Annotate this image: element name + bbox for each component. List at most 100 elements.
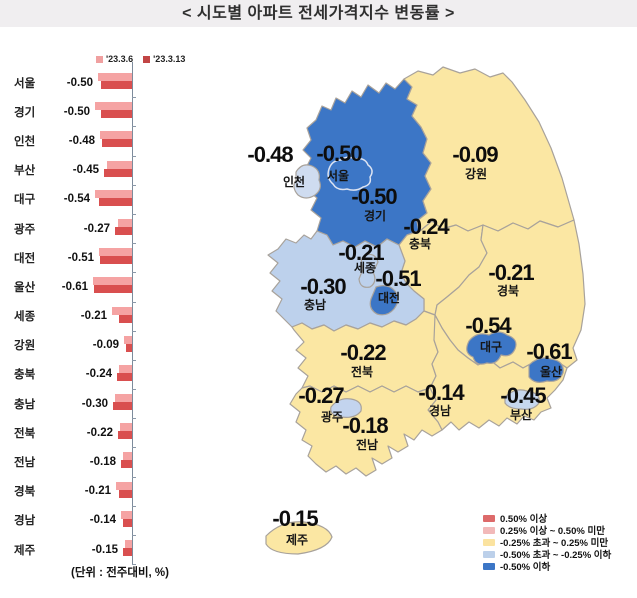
map-value-gangwon: -0.09 — [452, 142, 498, 167]
region-label: 서울 — [14, 77, 36, 90]
bar-value-label: -0.30 — [81, 397, 108, 410]
bar-23-3-6 — [124, 335, 132, 344]
chart-row-제주: 제주 -0.15 — [8, 535, 180, 566]
bar-23-3-6 — [125, 540, 132, 548]
legend-label: '23.3.13 — [153, 54, 186, 64]
region-label: 세종 — [14, 311, 36, 324]
chart-row-대구: 대구 -0.54 — [8, 185, 180, 215]
bar-23-3-13 — [121, 460, 132, 469]
bar-23-3-6 — [115, 394, 132, 403]
chart-row-전북: 전북 -0.22 — [8, 418, 180, 449]
bar-value-label: -0.50 — [63, 105, 90, 118]
bar-value-label: -0.50 — [66, 76, 93, 89]
title-bar: < 시도별 아파트 전세가격지수 변동률 > — [0, 0, 637, 27]
map-region-busan — [504, 389, 540, 410]
map-name-jeonnam: 전남 — [355, 438, 379, 452]
bar-value-label: -0.22 — [86, 426, 113, 439]
map-value-jeju: -0.15 — [272, 506, 318, 531]
axis-tick — [132, 359, 136, 361]
map-name-seoul: 서울 — [326, 169, 350, 183]
bar-23-3-6 — [107, 160, 132, 169]
korea-map-svg — [265, 66, 586, 555]
bar-23-3-13 — [119, 489, 132, 498]
bar-23-3-13 — [102, 139, 132, 148]
bar-value-label: -0.54 — [63, 193, 90, 206]
axis-tick — [132, 389, 136, 391]
map-value-jeonnam: -0.18 — [342, 413, 388, 438]
region-label: 대전 — [14, 252, 36, 265]
region-label: 충남 — [14, 398, 36, 411]
chart-row-세종: 세종 -0.21 — [8, 302, 180, 332]
chart-row-충북: 충북 -0.24 — [8, 360, 180, 391]
map-name-daejeon: 대전 — [377, 291, 401, 305]
bar-value-label: -0.45 — [72, 164, 99, 177]
bar-23-3-13 — [119, 314, 132, 323]
bar-value-label: -0.48 — [68, 134, 95, 147]
bar-23-3-6 — [112, 306, 132, 315]
axis-tick — [132, 418, 136, 420]
axis-tick — [132, 301, 136, 303]
map-legend-label: -0.50% 초과 ~ -0.25% 이하 — [500, 550, 612, 561]
bar-23-3-13 — [101, 110, 132, 119]
bar-23-3-13 — [99, 197, 132, 206]
region-label: 경북 — [14, 486, 36, 499]
axis-tick — [132, 272, 136, 274]
map-name-jeonbuk: 전북 — [350, 365, 374, 379]
chart-row-강원: 강원 -0.09 — [8, 331, 180, 361]
map-name-gyeonggi: 경기 — [363, 209, 387, 223]
korea-map: -0.50 경기 -0.09 강원 -0.24 충북 -0.21 경북 -0.30 충남 -0.22… — [228, 58, 633, 598]
map-name-chungbuk: 충북 — [408, 237, 432, 251]
map-legend-row: 0.25% 이상 ~ 0.50% 미만 — [483, 524, 611, 537]
bar-23-3-6 — [95, 102, 132, 111]
map-name-jeju: 제주 — [285, 533, 309, 547]
map-legend-swatch — [483, 514, 495, 522]
map-value-busan: -0.45 — [500, 383, 546, 408]
axis-tick — [132, 330, 136, 332]
bar-23-3-6 — [123, 452, 132, 461]
map-value-daegu: -0.54 — [465, 313, 511, 338]
bar-23-3-6 — [121, 510, 132, 519]
map-legend-swatch — [483, 526, 495, 534]
bar-23-3-6 — [100, 131, 132, 140]
region-label: 충북 — [14, 369, 36, 382]
map-legend-label: 0.25% 이상 ~ 0.50% 미만 — [500, 526, 605, 537]
map-legend-row: -0.50% 초과 ~ -0.25% 이하 — [483, 548, 612, 561]
map-region-seoul — [327, 156, 373, 191]
bar-23-3-6 — [99, 248, 132, 257]
map-region-sejong — [358, 253, 379, 288]
bar-value-label: -0.14 — [89, 514, 116, 527]
map-value-chungnam: -0.30 — [300, 274, 346, 299]
map-region-daegu — [466, 331, 517, 365]
bar-value-label: -0.24 — [85, 368, 112, 381]
map-value-sejong: -0.21 — [338, 240, 384, 265]
axis-tick — [132, 535, 136, 536]
map-value-gwangju: -0.27 — [298, 383, 344, 408]
chart-row-인천: 인천 -0.48 — [8, 126, 180, 157]
bar-23-3-13 — [123, 548, 132, 556]
chart-row-대전: 대전 -0.51 — [8, 243, 180, 274]
map-name-chungnam: 충남 — [303, 298, 327, 312]
axis-tick — [132, 155, 136, 157]
page-title: < 시도별 아파트 전세가격지수 변동률 > — [182, 5, 455, 22]
map-region-incheon — [293, 164, 321, 199]
region-label: 인천 — [14, 135, 36, 148]
map-value-daejeon: -0.51 — [375, 266, 421, 291]
region-label: 광주 — [14, 223, 36, 236]
map-name-gyeongbuk: 경북 — [496, 284, 520, 298]
region-label: 경기 — [14, 106, 36, 119]
map-name-incheon: 인천 — [282, 175, 306, 189]
chart-row-경북: 경북 -0.21 — [8, 477, 180, 507]
map-value-gyeongbuk: -0.21 — [488, 260, 534, 285]
map-legend-row: 0.50% 이상 — [483, 512, 611, 525]
map-legend-swatch — [483, 550, 495, 558]
bar-23-3-6 — [93, 277, 132, 286]
legend-item: '23.3.13 — [143, 54, 185, 64]
axis-tick — [132, 476, 136, 478]
legend-swatch — [143, 55, 151, 63]
chart-row-서울: 서울 -0.50 — [8, 68, 180, 99]
map-legend-row: -0.50% 이하 — [483, 560, 611, 573]
unit-note: (단위 : 전주대비, %) — [71, 567, 169, 579]
chart-row-광주: 광주 -0.27 — [8, 214, 180, 245]
map-value-gyeonggi: -0.50 — [351, 184, 397, 209]
region-label: 강원 — [14, 340, 36, 353]
